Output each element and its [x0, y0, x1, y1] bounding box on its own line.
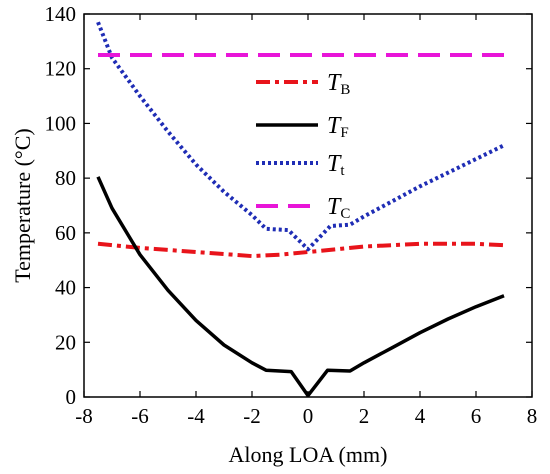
y-tick-label: 100: [45, 111, 77, 135]
x-tick-label: -2: [243, 404, 261, 428]
series-line-t: [96, 21, 505, 252]
x-axis-ticks: -8 -6 -4 -2 0 2 4 6 8: [75, 14, 537, 428]
legend-label-C: TC: [327, 194, 350, 222]
legend-label-B: TB: [327, 70, 350, 98]
y-tick-label: 120: [45, 57, 77, 81]
y-axis-ticks: 0 20 40 60 80 100 120 140: [45, 2, 532, 409]
y-axis-label: Temperature (°C): [10, 128, 35, 282]
y-tick-label: 0: [66, 385, 77, 409]
x-tick-label: 4: [415, 404, 426, 428]
y-tick-label: 140: [45, 2, 77, 26]
x-tick-label: 8: [527, 404, 538, 428]
x-tick-label: -8: [75, 404, 93, 428]
x-tick-label: 2: [359, 404, 370, 428]
legend-label-t: Tt: [327, 151, 345, 179]
series-line-F: [96, 176, 505, 398]
y-tick-label: 40: [55, 276, 76, 300]
x-tick-label: -6: [131, 404, 149, 428]
y-tick-label: 60: [55, 221, 76, 245]
y-tick-label: 80: [55, 166, 76, 190]
legend-label-F: TF: [327, 113, 349, 141]
x-tick-label: -4: [187, 404, 205, 428]
series-line-B: [97, 241, 505, 259]
y-tick-label: 20: [55, 330, 76, 354]
x-axis-label: Along LOA (mm): [229, 442, 388, 467]
x-tick-label: 0: [303, 404, 314, 428]
legend: TB TF Tt TC: [256, 70, 350, 222]
x-tick-label: 6: [471, 404, 482, 428]
plot-lines: [96, 21, 505, 398]
